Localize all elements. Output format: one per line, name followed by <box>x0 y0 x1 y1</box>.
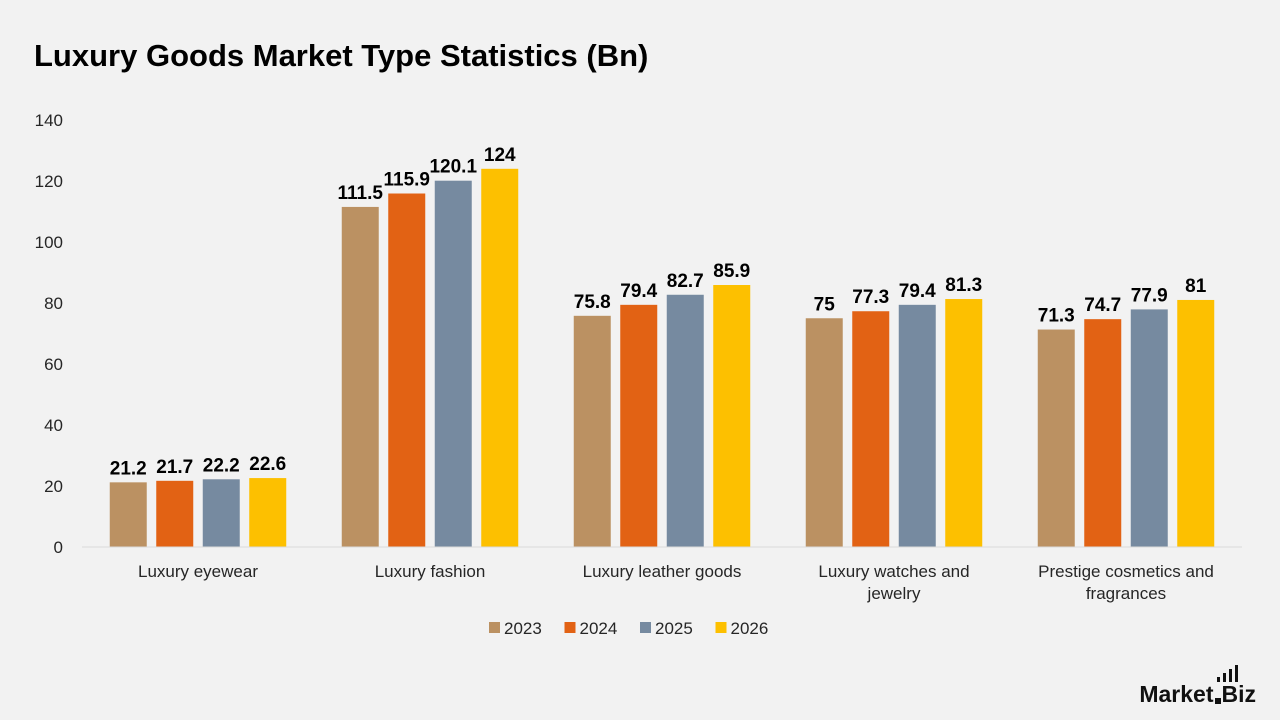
legend-label: 2026 <box>731 619 769 638</box>
data-label: 79.4 <box>620 281 657 302</box>
x-tick-label: fragrances <box>1086 584 1166 603</box>
bar <box>481 168 519 548</box>
data-label: 22.2 <box>203 455 240 476</box>
chart-title: Luxury Goods Market Type Statistics (Bn) <box>34 38 649 73</box>
bar <box>1130 309 1168 547</box>
bar <box>898 304 936 547</box>
y-axis: 0 20 40 60 80 100 120 140 <box>35 111 63 557</box>
bar <box>852 311 890 547</box>
x-tick-label: Prestige cosmetics and <box>1038 562 1214 581</box>
y-tick-label: 140 <box>35 111 63 130</box>
data-label: 81 <box>1185 276 1207 297</box>
bar <box>434 180 472 547</box>
x-tick-label: jewelry <box>867 584 921 603</box>
legend-swatch <box>564 622 576 633</box>
brand-dot <box>1214 698 1221 704</box>
data-label: 77.3 <box>852 287 889 308</box>
data-label: 120.1 <box>429 157 477 178</box>
data-label: 77.9 <box>1131 285 1168 306</box>
bar <box>388 193 426 547</box>
data-label: 111.5 <box>338 183 384 204</box>
data-label: 124 <box>484 145 516 166</box>
x-tick-label: Luxury watches and <box>818 562 969 581</box>
bar <box>341 206 379 548</box>
y-tick-label: 100 <box>35 233 63 252</box>
x-tick-label: Luxury leather goods <box>583 562 742 581</box>
y-tick-label: 120 <box>35 172 63 191</box>
bar <box>249 478 287 547</box>
bar <box>666 294 704 547</box>
data-label: 21.2 <box>110 458 147 479</box>
bar <box>945 299 983 547</box>
data-label: 82.7 <box>667 271 704 292</box>
y-tick-label: 80 <box>44 294 63 313</box>
bar <box>202 479 240 547</box>
x-tick-label: Luxury eyewear <box>138 562 258 581</box>
signal-bars-icon <box>1217 665 1238 682</box>
data-label: 21.7 <box>156 457 193 478</box>
x-tick-label: Luxury fashion <box>375 562 486 581</box>
bars-group <box>109 168 1215 548</box>
brand-logo: Market Biz <box>1139 665 1257 708</box>
data-label: 79.4 <box>899 281 936 302</box>
legend-label: 2024 <box>580 619 618 638</box>
bar <box>805 318 843 547</box>
legend-label: 2025 <box>655 619 693 638</box>
bar <box>620 304 658 547</box>
legend-swatch <box>715 622 727 633</box>
data-label: 75 <box>814 294 836 315</box>
data-label: 71.3 <box>1038 306 1075 327</box>
data-label: 74.7 <box>1084 295 1121 316</box>
bar <box>713 285 751 547</box>
x-axis: Luxury eyewear Luxury fashion Luxury leath… <box>82 546 1242 603</box>
data-label: 75.8 <box>574 292 611 313</box>
y-tick-label: 0 <box>54 538 63 557</box>
bar <box>1177 299 1215 547</box>
bar <box>573 315 611 547</box>
brand-name-biz: Biz <box>1221 681 1257 707</box>
y-tick-label: 20 <box>44 477 63 496</box>
legend-swatch <box>640 622 651 633</box>
bar <box>109 482 147 547</box>
bar <box>1084 319 1122 547</box>
data-label: 85.9 <box>713 261 750 282</box>
bar <box>1037 329 1075 547</box>
data-label: 81.3 <box>945 275 982 296</box>
data-label: 115.9 <box>384 170 431 191</box>
legend: 2023 2024 2025 2026 <box>489 619 768 638</box>
data-label: 22.6 <box>249 454 286 475</box>
bar <box>156 480 194 547</box>
y-tick-label: 60 <box>44 355 63 374</box>
brand-name-market: Market <box>1139 681 1214 707</box>
legend-label: 2023 <box>504 619 542 638</box>
y-tick-label: 40 <box>44 416 63 435</box>
legend-swatch <box>489 622 500 633</box>
